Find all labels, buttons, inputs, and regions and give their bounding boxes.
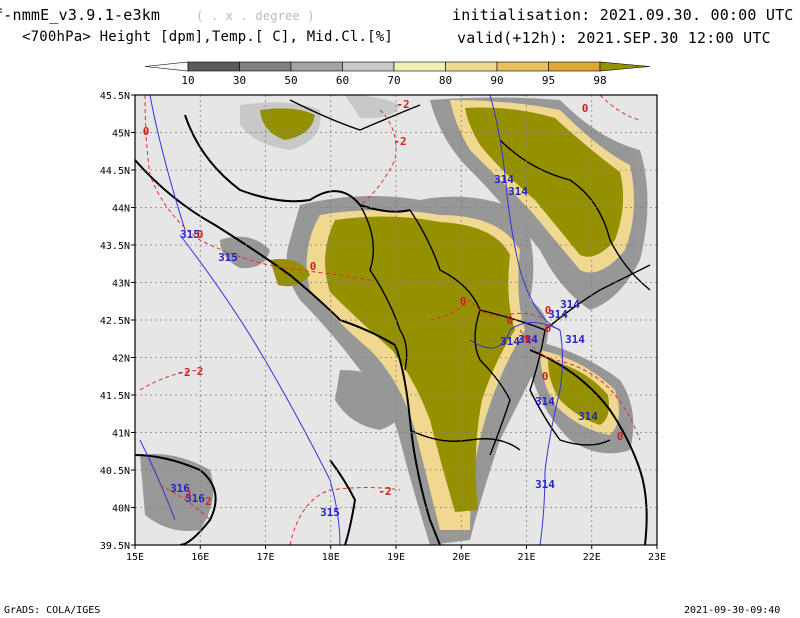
colorbar-swatch <box>599 61 651 72</box>
colorbar-label: 95 <box>542 74 555 87</box>
temperature-label: 0 <box>525 333 532 346</box>
height-label: 314 <box>548 308 568 321</box>
height-label: 314 <box>535 478 555 491</box>
height-label: 314 <box>508 185 528 198</box>
x-tick-label: 15E <box>126 552 144 563</box>
y-tick-label: 39.5N <box>100 541 130 552</box>
valid-time: valid(+12h): 2021.SEP.30 12:00 UTC <box>457 29 771 47</box>
lat-lon-grid <box>135 95 657 545</box>
temperature-label: -2 <box>393 135 406 148</box>
height-label: 314 <box>560 298 580 311</box>
height-label: 314 <box>565 333 585 346</box>
x-tick-label: 18E <box>322 552 340 563</box>
footer-timestamp: 2021-09-30-09:40 <box>684 605 781 616</box>
colorbar-label: 98 <box>593 74 606 87</box>
temperature-label: 0 <box>460 295 467 308</box>
x-tick-label: 16E <box>191 552 209 563</box>
initialisation-time: initialisation: 2021.09.30. 00:00 UTC <box>452 6 794 24</box>
colorbar-label: 70 <box>387 74 400 87</box>
height-label: 316 <box>170 482 190 495</box>
colorbar: 10 30 50 60 70 80 90 95 98 <box>144 61 651 87</box>
temperature-label: 0 <box>545 322 552 335</box>
y-tick-label: 44N <box>112 204 130 215</box>
y-tick-label: 44.5N <box>100 166 130 177</box>
colorbar-label: 60 <box>336 74 349 87</box>
x-tick-label: 17E <box>256 552 274 563</box>
variables-title: <700hPa> Height [dpm],Temp.[ C], Mid.Cl.… <box>22 29 394 45</box>
temperature-label: 0 <box>545 304 552 317</box>
temperature-label: 0 <box>143 125 150 138</box>
temperature-label: 2 <box>197 365 204 378</box>
x-tick-label: 21E <box>517 552 535 563</box>
y-tick-label: 45N <box>112 129 130 140</box>
colorbar-label: 10 <box>181 74 194 87</box>
height-label: 315 <box>320 506 340 519</box>
temperature-label: 0 <box>617 430 624 443</box>
colorbar-label: 30 <box>233 74 246 87</box>
y-tick-label: 45.5N <box>100 91 130 102</box>
y-axis-ticks: 45.5N 45N 44.5N 44N 43.5N 43N 42.5N 42N 41.5N 41N… <box>100 91 135 552</box>
height-label: 314 <box>518 333 538 346</box>
height-contours <box>139 95 563 545</box>
temperature-label: 0 <box>310 260 317 273</box>
colorbar-label: 50 <box>284 74 297 87</box>
temperature-label: 0 <box>542 370 549 383</box>
height-label: 316 <box>185 492 205 505</box>
height-label: 314 <box>494 173 514 186</box>
y-tick-label: 43.5N <box>100 241 130 252</box>
temperature-label: 0 <box>197 228 204 241</box>
y-tick-label: 40.5N <box>100 466 130 477</box>
temperature-label: 0 <box>507 314 514 327</box>
projection-note: ( . x . degree ) <box>196 9 315 23</box>
colorbar-label: 90 <box>490 74 503 87</box>
y-tick-label: 42.5N <box>100 316 130 327</box>
x-tick-label: 19E <box>387 552 405 563</box>
footer-credit: GrADS: COLA/IGES <box>4 605 101 616</box>
colorbar-label: 80 <box>439 74 452 87</box>
temperature-label: -2 <box>378 485 391 498</box>
x-axis-ticks: 15E 16E 17E 18E 19E 20E 21E 22E 23E <box>126 545 666 563</box>
colorbar-labels: 10 30 50 60 70 80 90 95 98 <box>181 74 606 87</box>
x-tick-label: 20E <box>452 552 470 563</box>
y-tick-label: 42N <box>112 354 130 365</box>
height-label: 315 <box>180 228 200 241</box>
country-borders <box>289 99 651 456</box>
model-title: f-nmmE_v3.9.1-e3km <box>0 6 161 24</box>
temperature-label: -2 <box>198 495 211 508</box>
x-tick-label: 22E <box>583 552 601 563</box>
temperature-label: 2 <box>185 488 192 501</box>
y-tick-label: 43N <box>112 279 130 290</box>
height-label: 314 <box>578 410 598 423</box>
height-label: 315 <box>218 251 238 264</box>
temperature-label: -2 <box>396 98 409 111</box>
colorbar-swatches <box>144 61 651 72</box>
y-tick-label: 40N <box>112 504 130 515</box>
height-label: 314 <box>500 335 520 348</box>
temperature-label: 0 <box>582 102 589 115</box>
temperature-label: -2 <box>177 366 190 379</box>
x-tick-label: 23E <box>648 552 666 563</box>
y-tick-label: 41.5N <box>100 391 130 402</box>
y-tick-label: 41N <box>112 429 130 440</box>
height-label: 314 <box>535 395 555 408</box>
